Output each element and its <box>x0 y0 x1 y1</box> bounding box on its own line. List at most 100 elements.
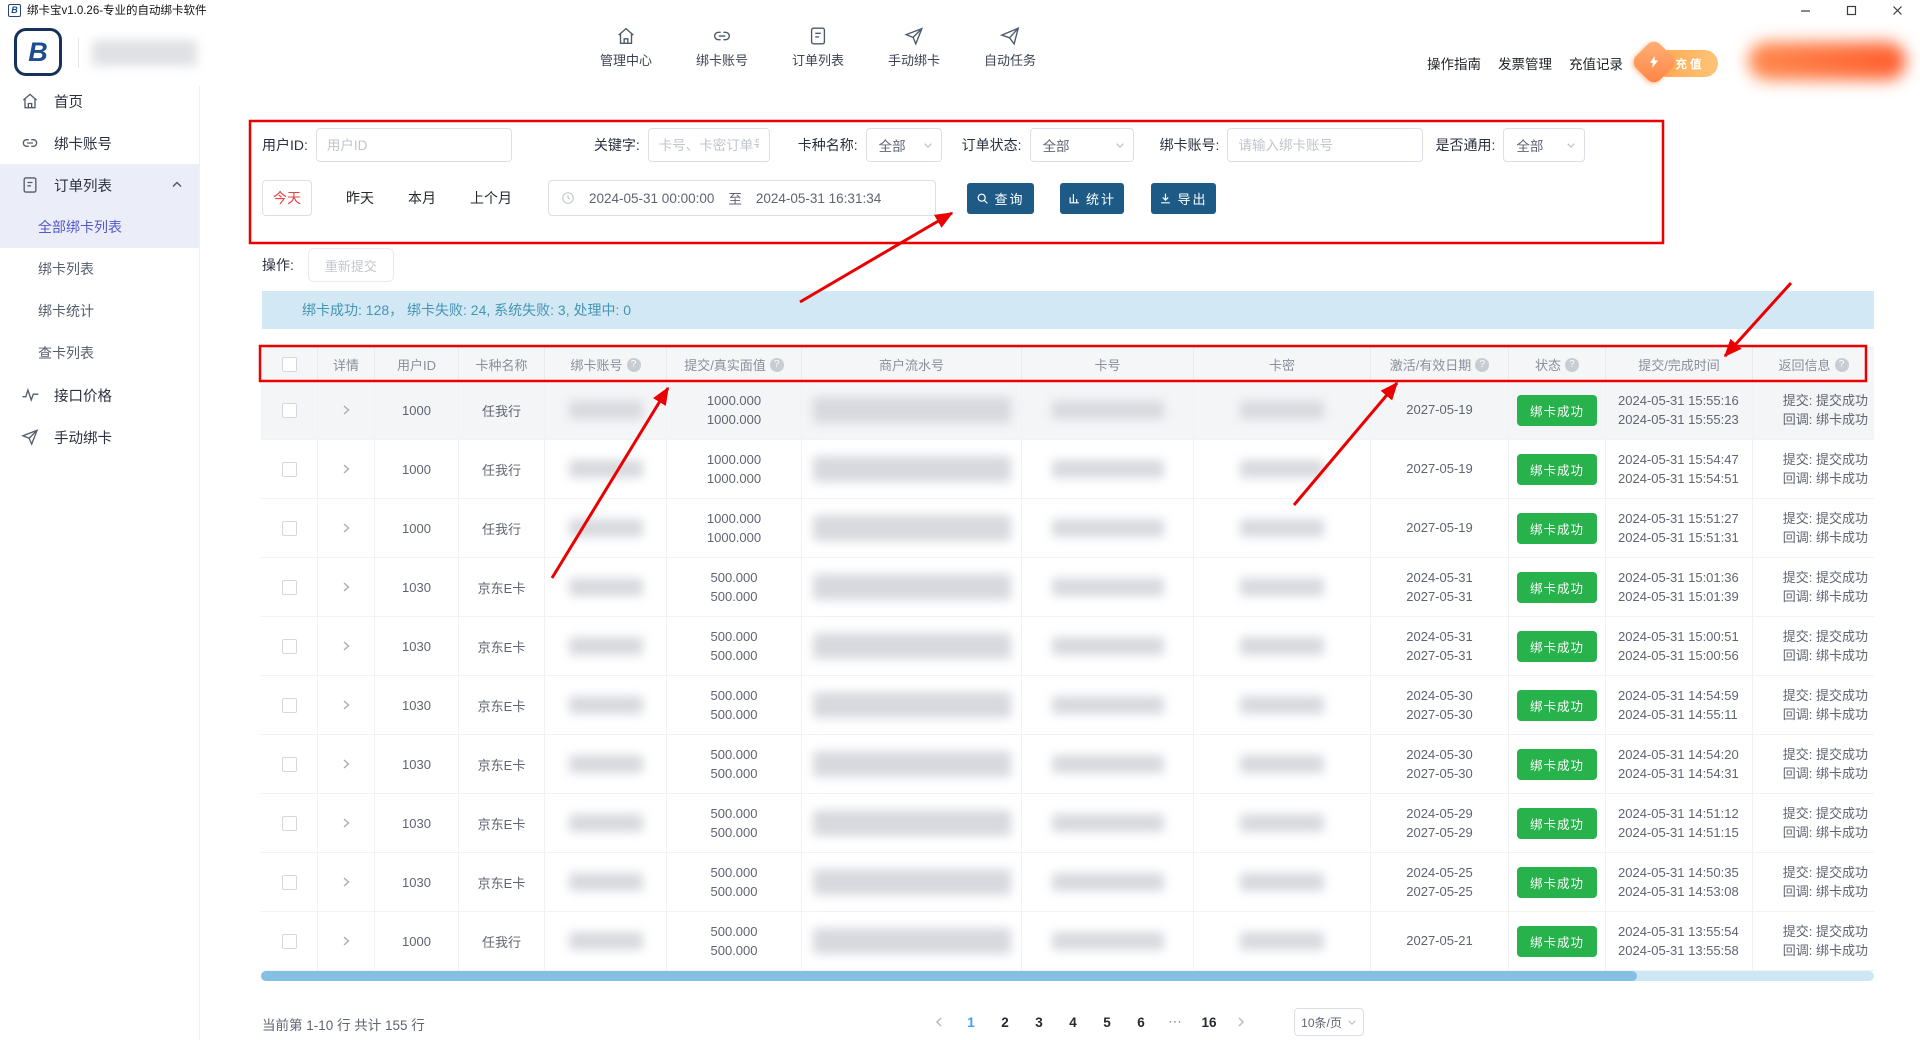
quick-range-today[interactable]: 今天 <box>262 180 312 216</box>
cell-card-type: 京东E卡 <box>459 558 545 616</box>
recharge-button[interactable]: 充值 <box>1629 37 1718 87</box>
horizontal-scrollbar[interactable] <box>261 971 1874 981</box>
next-page-button[interactable] <box>1228 1006 1254 1038</box>
link-recharge-history[interactable]: 充值记录 <box>1569 57 1623 72</box>
cell-user-id: 1000 <box>375 912 459 970</box>
nav-label: 手动绑卡 <box>887 53 940 68</box>
row-checkbox[interactable] <box>281 874 297 890</box>
pulse-icon <box>22 387 39 403</box>
select-all-checkbox[interactable] <box>281 357 297 372</box>
user-id-input[interactable] <box>315 128 512 162</box>
close-button[interactable] <box>1874 0 1920 20</box>
expand-row-icon[interactable] <box>340 817 352 829</box>
expand-row-icon[interactable] <box>340 935 352 947</box>
keyword-label: 关键字: <box>593 137 640 153</box>
expand-row-icon[interactable] <box>340 758 352 770</box>
table-header-cell: 提交/真实面值 <box>667 348 802 381</box>
row-checkbox[interactable] <box>281 461 297 477</box>
row-checkbox[interactable] <box>281 933 297 949</box>
expand-row-icon[interactable] <box>340 640 352 652</box>
stats-button[interactable]: 统计 <box>1060 182 1124 214</box>
nav-manage-center[interactable]: 管理中心 <box>588 25 664 69</box>
help-icon[interactable] <box>626 357 641 372</box>
scrollbar-thumb[interactable] <box>261 971 1637 981</box>
sidebar-item-manual-bind[interactable]: 手动绑卡 <box>0 416 199 458</box>
date-range-input[interactable]: 2024-05-31 00:00:00 至 2024-05-31 16:31:3… <box>548 180 936 216</box>
sidebar-item-home[interactable]: 首页 <box>0 80 199 122</box>
page-button[interactable]: 2 <box>1001 1014 1009 1030</box>
quick-range-last-month[interactable]: 上个月 <box>470 190 512 206</box>
sidebar-item-all-bind-list[interactable]: 全部绑卡列表 <box>38 219 122 235</box>
nav-label: 绑卡账号 <box>695 53 748 68</box>
expand-row-icon[interactable] <box>340 522 352 534</box>
maximize-button[interactable] <box>1828 0 1874 20</box>
table-row: 1000 任我行 500.000 500.000 2027-05-21 绑卡成功 … <box>261 912 1874 971</box>
help-icon[interactable] <box>769 357 784 372</box>
expand-row-icon[interactable] <box>340 463 352 475</box>
sidebar-item-order-list[interactable]: 订单列表 <box>0 164 199 206</box>
table-row: 1030 京东E卡 500.000 500.000 2024-05-31 2027-… <box>261 617 1874 676</box>
quick-range-yesterday[interactable]: 昨天 <box>346 190 374 206</box>
row-checkbox[interactable] <box>281 638 297 654</box>
nav-bind-account[interactable]: 绑卡账号 <box>684 25 760 69</box>
universal-select[interactable]: 全部 <box>1503 128 1586 162</box>
sidebar-item-bind-account[interactable]: 绑卡账号 <box>0 122 199 164</box>
row-checkbox[interactable] <box>281 697 297 713</box>
search-button[interactable]: 查询 <box>967 182 1034 214</box>
table-row: 1030 京东E卡 500.000 500.000 2024-05-25 2027-… <box>261 853 1874 912</box>
chevron-down-icon <box>923 143 932 148</box>
row-checkbox[interactable] <box>281 520 297 536</box>
status-badge: 绑卡成功 <box>1516 453 1597 485</box>
blurred-value <box>1240 814 1324 832</box>
nav-manual-bind[interactable]: 手动绑卡 <box>876 25 952 69</box>
quick-range-month[interactable]: 本月 <box>408 190 436 206</box>
cell-status: 绑卡成功 <box>1509 558 1606 616</box>
prev-page-button[interactable] <box>926 1006 952 1038</box>
status-badge: 绑卡成功 <box>1516 689 1597 721</box>
row-checkbox[interactable] <box>281 756 297 772</box>
sidebar-item-bind-list[interactable]: 绑卡列表 <box>38 261 94 277</box>
cell-dates: 2027-05-19 <box>1371 499 1509 557</box>
page-button[interactable]: 3 <box>1035 1014 1043 1030</box>
table-row: 1000 任我行 1000.000 1000.000 2027-05-19 绑卡成… <box>261 440 1874 499</box>
nav-order-list[interactable]: 订单列表 <box>780 25 856 69</box>
blurred-value <box>812 397 1011 423</box>
cell-user-id: 1030 <box>375 558 459 616</box>
expand-row-icon[interactable] <box>340 581 352 593</box>
expand-row-icon[interactable] <box>340 699 352 711</box>
help-icon[interactable] <box>1565 357 1579 372</box>
cell-face-value: 500.000 500.000 <box>667 676 802 734</box>
order-status-select[interactable]: 全部 <box>1029 128 1134 162</box>
sidebar-item-card-query-list[interactable]: 查卡列表 <box>38 345 94 361</box>
order-status-label: 订单状态: <box>961 137 1022 153</box>
cell-return-info: 提交: 提交成功 回调: 绑卡成功 <box>1782 923 1868 958</box>
page-button[interactable]: 4 <box>1069 1014 1077 1030</box>
sidebar-item-bind-stats[interactable]: 绑卡统计 <box>38 303 94 319</box>
expand-row-icon[interactable] <box>340 876 352 888</box>
cell-face-value: 500.000 500.000 <box>667 794 802 852</box>
table-header-cell: 卡密 <box>1194 348 1371 381</box>
sidebar-item-api-price[interactable]: 接口价格 <box>0 374 199 416</box>
help-icon[interactable] <box>1834 357 1849 372</box>
row-checkbox[interactable] <box>281 402 297 418</box>
page-ellipsis: ⋯ <box>1168 1014 1182 1029</box>
row-checkbox[interactable] <box>281 815 297 831</box>
export-button[interactable]: 导出 <box>1151 182 1216 214</box>
minimize-button[interactable] <box>1782 0 1828 20</box>
card-type-select[interactable]: 全部 <box>865 128 942 162</box>
cell-dates: 2027-05-19 <box>1371 381 1509 439</box>
link-invoice[interactable]: 发票管理 <box>1498 57 1552 72</box>
bind-account-input[interactable] <box>1227 128 1424 162</box>
page-size-select[interactable]: 10条/页 <box>1294 1008 1364 1036</box>
page-button[interactable]: 1 <box>967 1014 975 1030</box>
keyword-input[interactable] <box>647 128 770 162</box>
resubmit-button[interactable]: 重新提交 <box>307 248 394 282</box>
page-button[interactable]: 5 <box>1103 1014 1111 1030</box>
link-guide[interactable]: 操作指南 <box>1427 57 1481 72</box>
page-button[interactable]: 16 <box>1201 1014 1217 1030</box>
nav-auto-task[interactable]: 自动任务 <box>972 25 1048 69</box>
help-icon[interactable] <box>1475 357 1490 372</box>
expand-row-icon[interactable] <box>340 404 352 416</box>
row-checkbox[interactable] <box>281 579 297 595</box>
page-button[interactable]: 6 <box>1137 1014 1145 1030</box>
